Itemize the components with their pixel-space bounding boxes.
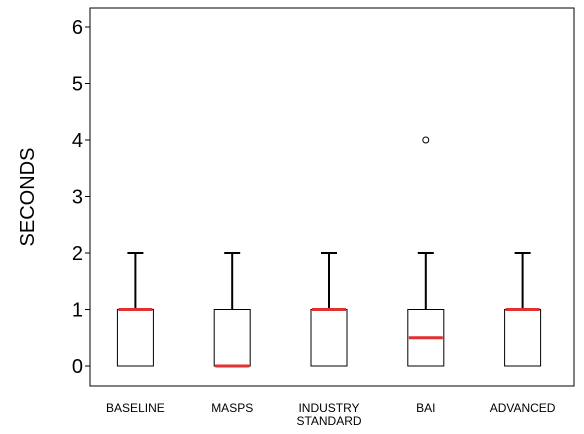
box-0	[116, 252, 154, 367]
x-tick-label: INDUSTRY STANDARD	[296, 401, 361, 428]
x-tick-label: MASPS	[211, 401, 253, 415]
x-tick-label: BAI	[416, 401, 435, 415]
y-tick-label: 5	[72, 74, 83, 96]
box-2	[310, 252, 348, 367]
box-3	[407, 136, 445, 367]
box-iqr	[504, 309, 542, 367]
box-iqr	[116, 309, 154, 367]
box-series	[116, 136, 542, 368]
x-tick-label: ADVANCED	[490, 401, 556, 415]
y-axis-label: SECONDS	[17, 148, 39, 247]
y-tick-label: 3	[72, 187, 83, 209]
y-tick-label: 2	[72, 243, 83, 265]
y-tick-label: 1	[72, 300, 83, 322]
y-axis: 0 1 2 3 4 5 6	[72, 17, 90, 378]
y-tick-label: 0	[72, 356, 83, 378]
box-iqr	[310, 309, 348, 367]
outlier-point	[422, 136, 430, 144]
y-tick-label: 6	[72, 17, 83, 39]
x-tick-label: BASELINE	[106, 401, 165, 415]
y-tick-label: 4	[72, 130, 83, 152]
box-4	[504, 252, 542, 367]
box-1	[213, 252, 251, 368]
box-iqr	[213, 309, 251, 367]
x-axis: BASELINE MASPS INDUSTRY STANDARD BAI ADVANCED	[106, 401, 556, 428]
